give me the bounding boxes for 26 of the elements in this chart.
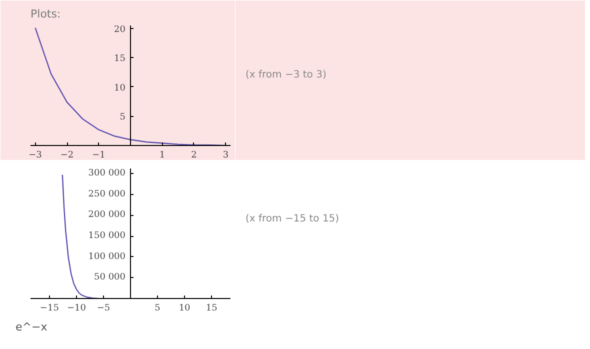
y-tick-label: 10 [114,83,126,94]
x-tick-label: −3 [28,150,42,160]
x-tick-label: 3 [222,150,229,160]
chart-title: Plots: [30,8,61,20]
y-tick-label: 100 000 [88,252,126,262]
x-tick-label: 10 [178,304,191,314]
y-tick-label: 250 000 [88,189,126,200]
text: (x from −3 to 3) [246,70,326,80]
y-tick-label: 15 [114,54,126,64]
x-tick-label: −15 [40,304,60,314]
x-tick-label: 2 [191,150,197,160]
x-tick-label: −1 [92,150,106,160]
y-tick-label: 5 [120,112,126,123]
x-tick-label: −10 [66,304,86,314]
y-tick-label: 50 000 [94,272,126,283]
y-tick-label: 200 000 [88,210,126,220]
y-tick-label: 300 000 [88,168,126,178]
text: (x from −15 to 15) [246,214,340,224]
x-tick-label: 15 [206,304,218,314]
y-tick-label: 20 [114,24,126,35]
text: e^−x [16,320,48,334]
y-tick-label: 150 000 [88,231,126,241]
x-tick-label: −5 [96,304,110,314]
x-tick-label: 1 [159,150,166,160]
x-tick-label: −2 [60,150,74,160]
x-tick-label: 5 [154,304,161,314]
